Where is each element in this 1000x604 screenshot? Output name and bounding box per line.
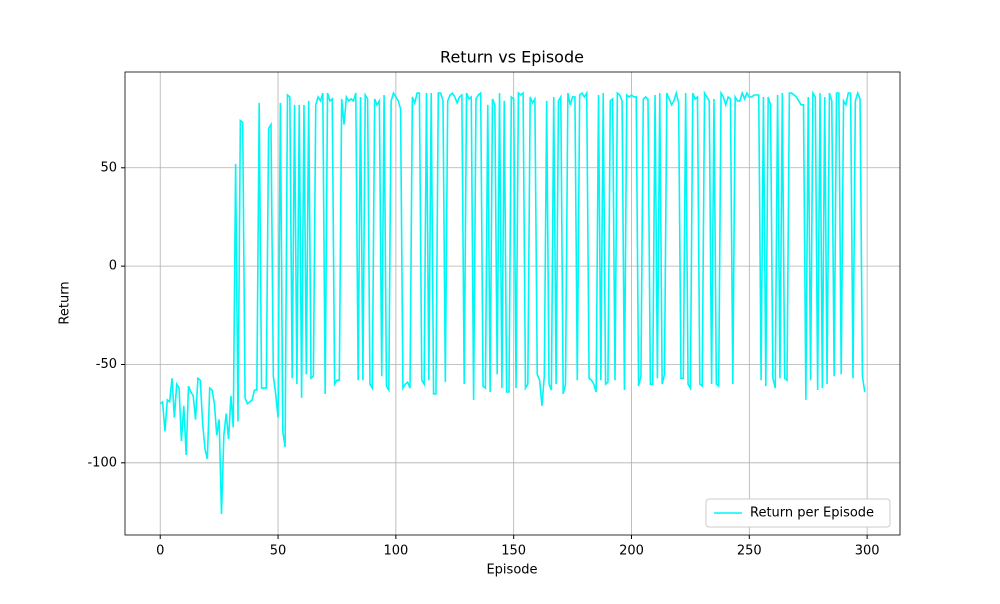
y-tick-label: -100 xyxy=(87,455,117,470)
x-tick-label: 150 xyxy=(501,544,526,559)
x-tick-label: 0 xyxy=(156,544,164,559)
x-tick-label: 200 xyxy=(619,544,644,559)
x-tick-label: 250 xyxy=(737,544,762,559)
x-tick-label: 300 xyxy=(855,544,880,559)
legend-label: Return per Episode xyxy=(750,506,874,521)
x-tick-label: 100 xyxy=(383,544,408,559)
x-tick-label: 50 xyxy=(270,544,287,559)
y-tick-label: -50 xyxy=(96,357,117,372)
y-tick-label: 0 xyxy=(109,259,117,274)
plot-frame xyxy=(124,71,901,536)
x-axis-label: Episode xyxy=(486,563,537,578)
chart-title: Return vs Episode xyxy=(440,48,584,67)
data-line xyxy=(159,89,866,514)
y-axis-label: Return xyxy=(58,281,73,324)
y-tick-label: 50 xyxy=(100,160,117,175)
legend-box xyxy=(705,498,891,528)
